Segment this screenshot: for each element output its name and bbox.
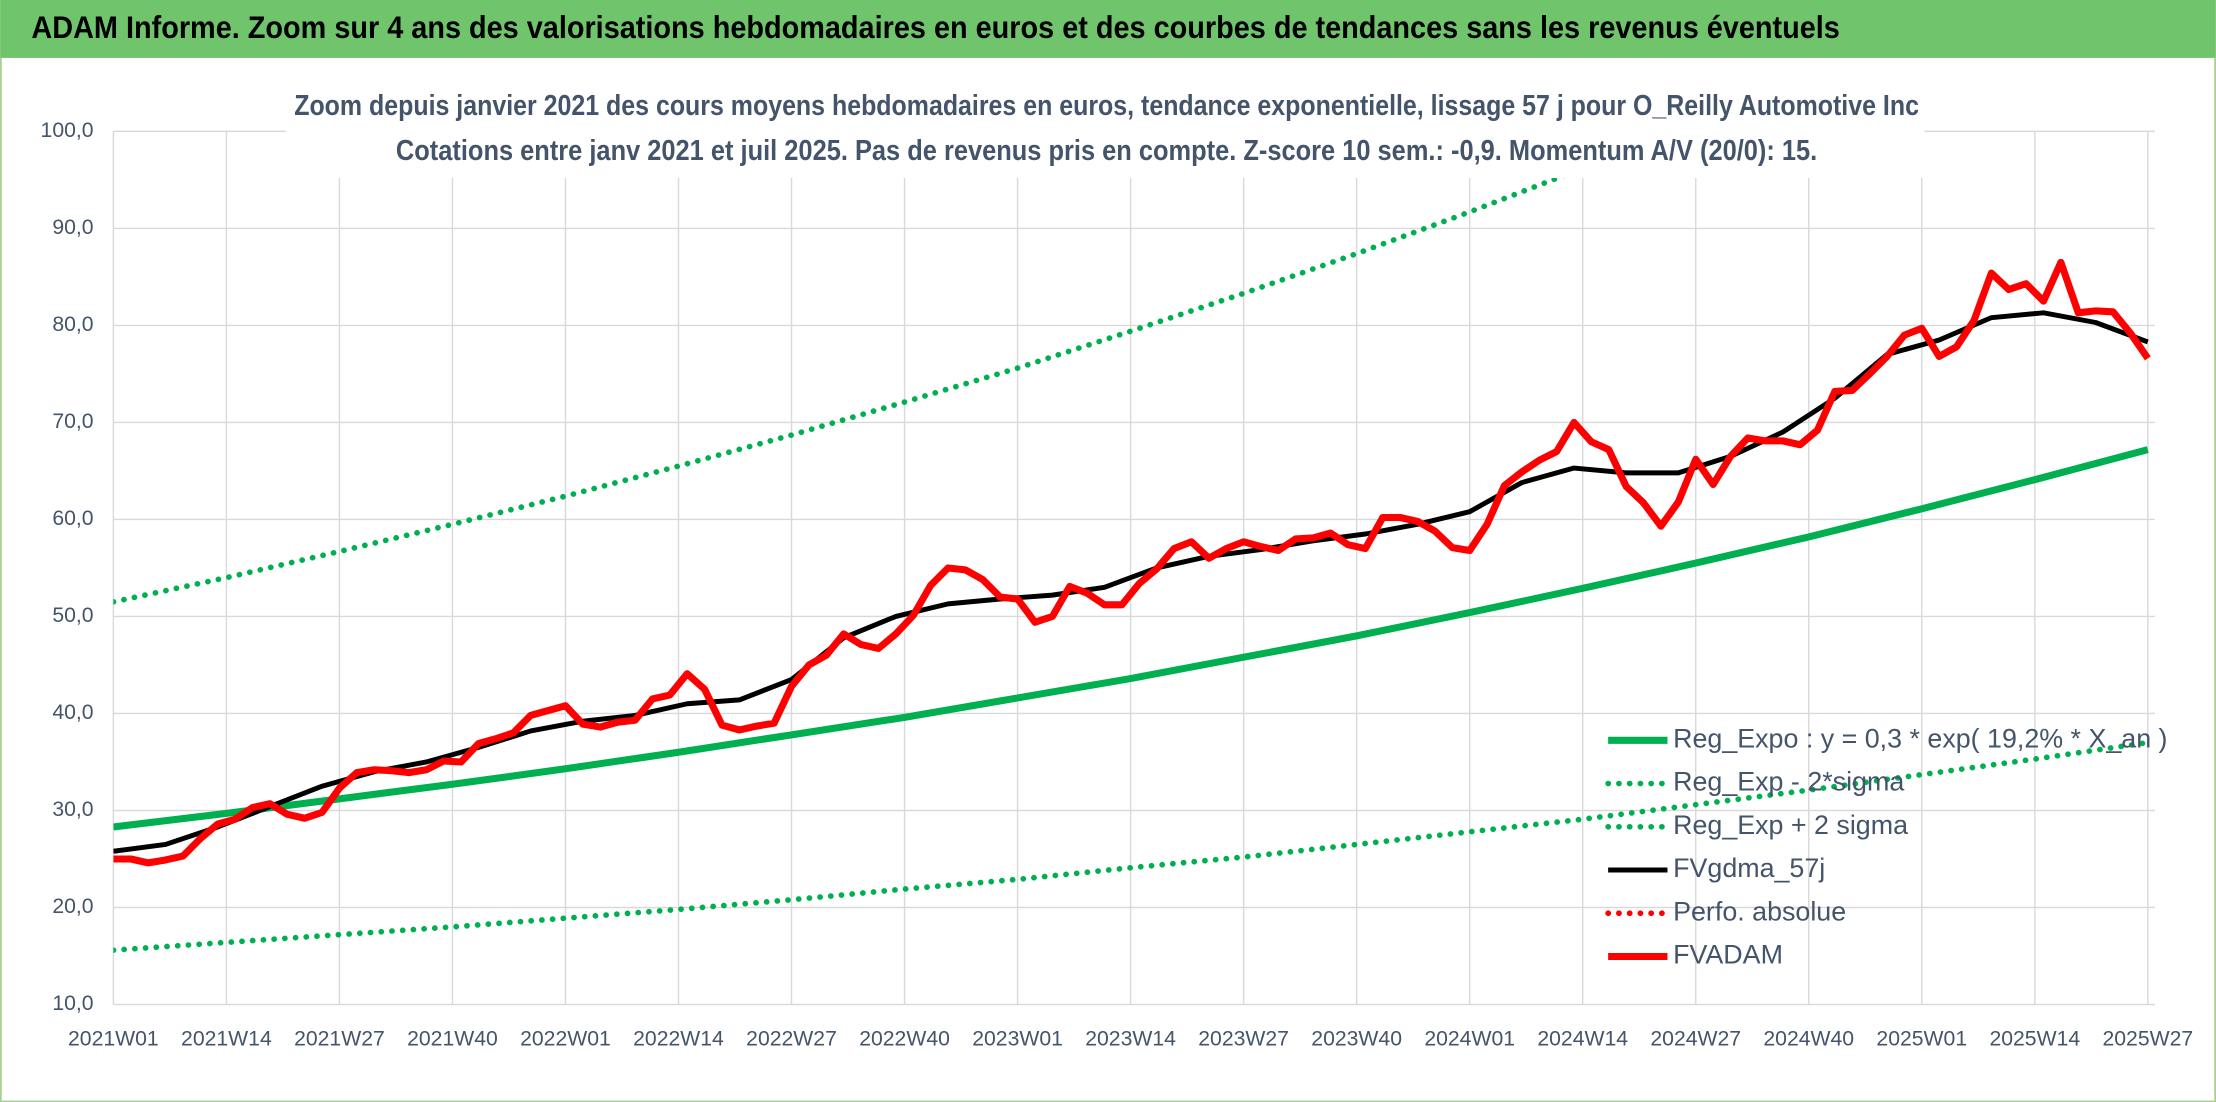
x-tick-label: 2023W40 — [1311, 1027, 1402, 1050]
title-background — [285, 84, 1925, 179]
legend-label: Reg_Exp + 2 sigma — [1673, 810, 1908, 840]
x-tick-label: 2022W27 — [746, 1027, 837, 1050]
grid: 10,0 20,0 30,0 40,0 50,0 60,0 70,0 80,0 90,0 100,… — [41, 119, 2194, 1050]
y-tick-label: 20,0 — [52, 895, 93, 918]
x-tick-label: 2024W27 — [1650, 1027, 1741, 1050]
x-tick-label: 2023W27 — [1198, 1027, 1289, 1050]
y-tick-label: 100,0 — [41, 119, 94, 142]
series-lines — [113, 131, 2151, 954]
series-line — [113, 739, 2151, 954]
y-tick-label: 90,0 — [52, 216, 93, 239]
series-line — [113, 446, 2149, 831]
chart-subtitle: Cotations entre janv 2021 et juil 2025. … — [396, 134, 1817, 166]
x-tick-label: 2022W40 — [859, 1027, 950, 1050]
y-tick-label: 70,0 — [52, 410, 93, 433]
x-tick-label: 2021W40 — [407, 1027, 498, 1050]
x-tick-label: 2025W27 — [2102, 1027, 2193, 1050]
series-line — [113, 258, 2151, 867]
x-tick-label: 2024W40 — [1763, 1027, 1854, 1050]
x-tick-label: 2025W01 — [1876, 1027, 1967, 1050]
series-line — [113, 131, 1682, 605]
y-tick-label: 80,0 — [52, 313, 93, 336]
legend-label: Reg_Expo : y = 0,3 * exp( 19,2% * X_an ) — [1673, 723, 2167, 753]
legend-label: FVgdma_57j — [1673, 853, 1825, 883]
x-tick-label: 2021W01 — [68, 1027, 159, 1050]
series-line — [113, 310, 2149, 854]
x-tick-label: 2024W01 — [1424, 1027, 1515, 1050]
x-tick-label: 2021W27 — [294, 1027, 385, 1050]
legend-label: Reg_Exp - 2*sigma — [1673, 767, 1904, 797]
x-tick-label: 2023W14 — [1085, 1027, 1176, 1050]
legend-label: FVADAM — [1673, 940, 1783, 970]
legend-label: Perfo. absolue — [1673, 896, 1846, 926]
x-tick-label: 2022W14 — [633, 1027, 724, 1050]
y-tick-label: 40,0 — [52, 701, 93, 724]
y-tick-label: 10,0 — [52, 992, 93, 1015]
header-title: ADAM Informe. Zoom sur 4 ans des valoris… — [31, 10, 1839, 45]
chart-title: Zoom depuis janvier 2021 des cours moyen… — [294, 89, 1919, 121]
header-bar — [0, 0, 2216, 58]
x-tick-label: 2025W14 — [1989, 1027, 2080, 1050]
x-tick-label: 2023W01 — [972, 1027, 1063, 1050]
y-tick-label: 30,0 — [52, 798, 93, 821]
legend: Reg_Expo : y = 0,3 * exp( 19,2% * X_an )… — [1605, 723, 2168, 970]
x-tick-label: 2021W14 — [181, 1027, 272, 1050]
x-tick-label: 2024W14 — [1537, 1027, 1628, 1050]
y-tick-label: 50,0 — [52, 604, 93, 627]
x-tick-label: 2022W01 — [520, 1027, 611, 1050]
y-tick-label: 60,0 — [52, 507, 93, 530]
